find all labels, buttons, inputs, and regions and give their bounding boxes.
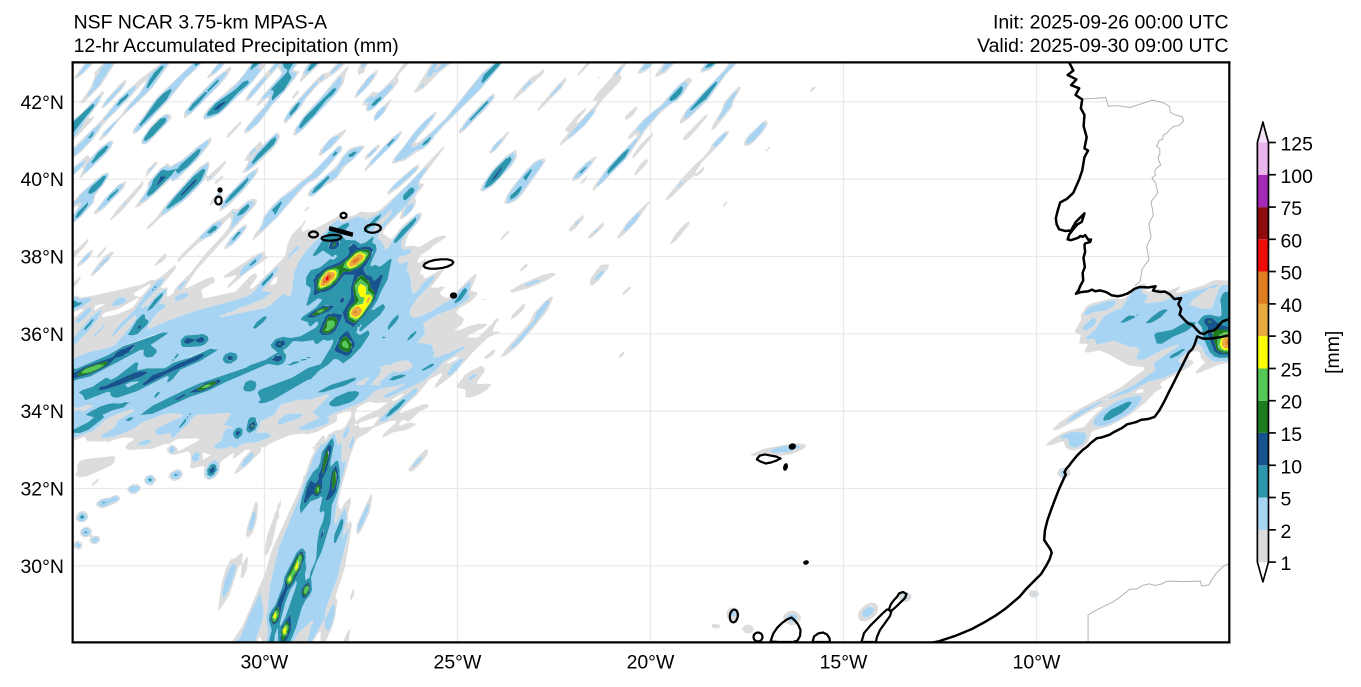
svg-text:20: 20 — [1281, 392, 1303, 414]
svg-text:2: 2 — [1281, 521, 1292, 543]
svg-text:Init: 2025-09-26 00:00 UTC: Init: 2025-09-26 00:00 UTC — [993, 11, 1229, 33]
svg-text:34°N: 34°N — [21, 401, 64, 423]
svg-text:125: 125 — [1281, 133, 1313, 155]
svg-text:NSF NCAR 3.75-km MPAS-A: NSF NCAR 3.75-km MPAS-A — [74, 11, 327, 33]
svg-text:1: 1 — [1281, 553, 1292, 575]
svg-text:50: 50 — [1281, 263, 1303, 285]
svg-text:Valid: 2025-09-30 09:00 UTC: Valid: 2025-09-30 09:00 UTC — [977, 35, 1228, 57]
svg-text:40°N: 40°N — [21, 169, 64, 191]
svg-text:60: 60 — [1281, 230, 1303, 252]
svg-text:30: 30 — [1281, 327, 1303, 349]
svg-text:10: 10 — [1281, 456, 1303, 478]
svg-text:30°W: 30°W — [241, 651, 289, 673]
svg-text:32°N: 32°N — [21, 479, 64, 501]
svg-text:75: 75 — [1281, 198, 1303, 220]
svg-text:42°N: 42°N — [21, 92, 64, 114]
svg-text:40: 40 — [1281, 295, 1303, 317]
svg-text:38°N: 38°N — [21, 247, 64, 269]
svg-text:25: 25 — [1281, 359, 1303, 381]
svg-text:10°W: 10°W — [1013, 651, 1061, 673]
svg-text:25°W: 25°W — [434, 651, 482, 673]
svg-text:100: 100 — [1281, 166, 1314, 188]
svg-text:5: 5 — [1281, 489, 1292, 511]
svg-text:[mm]: [mm] — [1322, 331, 1344, 374]
svg-text:15°W: 15°W — [820, 651, 868, 673]
svg-text:36°N: 36°N — [21, 324, 64, 346]
svg-text:20°W: 20°W — [627, 651, 675, 673]
svg-text:30°N: 30°N — [21, 556, 64, 578]
svg-text:15: 15 — [1281, 424, 1303, 446]
svg-text:12-hr Accumulated Precipitatio: 12-hr Accumulated Precipitation (mm) — [74, 35, 399, 57]
